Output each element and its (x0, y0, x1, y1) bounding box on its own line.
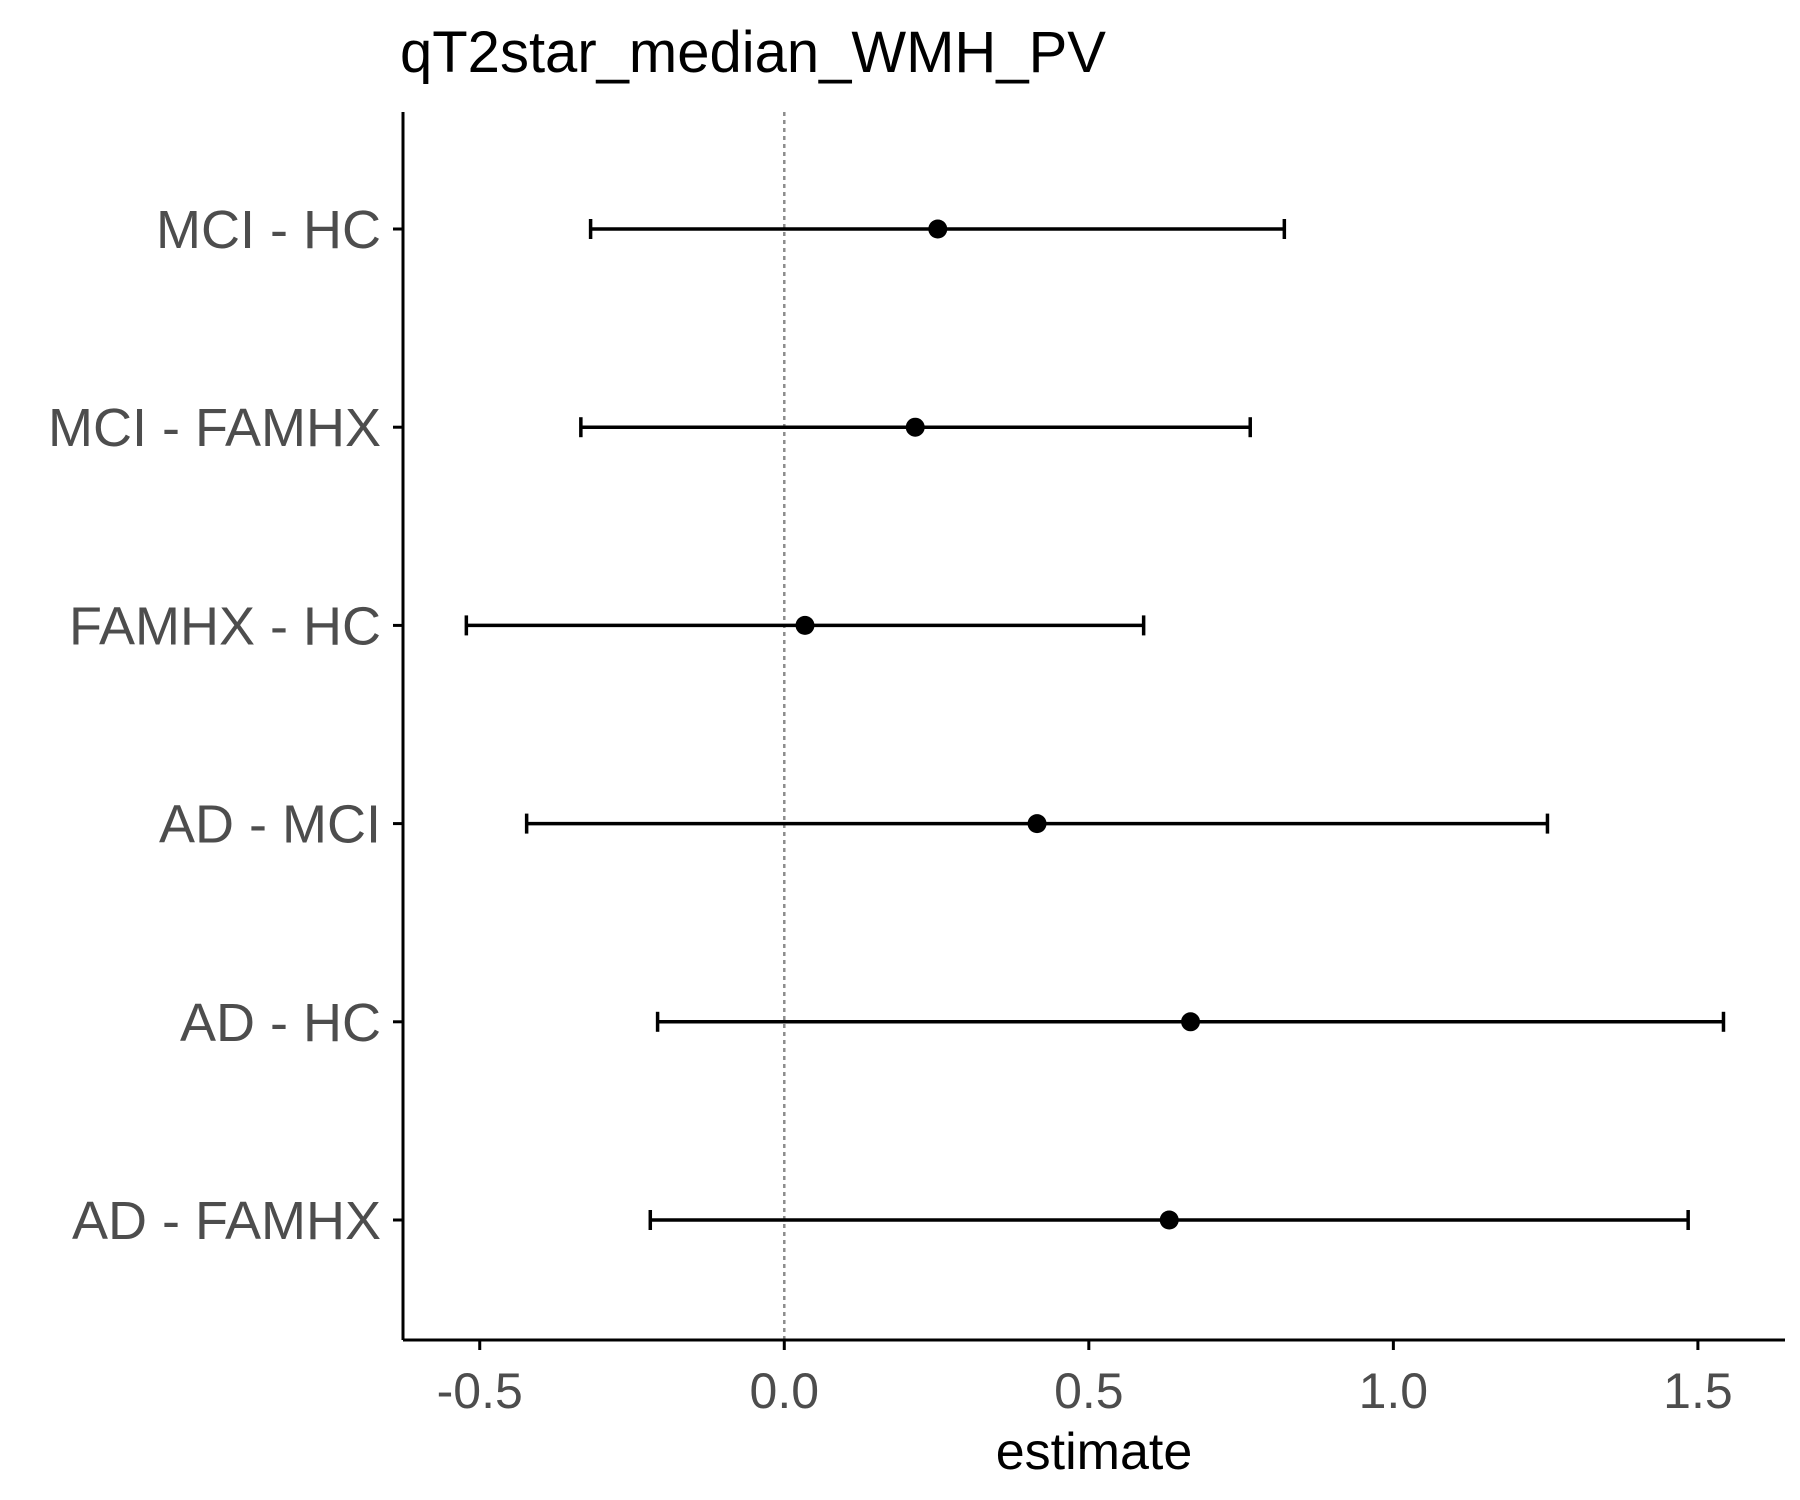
estimate-point (1181, 1012, 1201, 1032)
y-tick-label: MCI - HC (156, 200, 381, 260)
x-tick-label: -0.5 (437, 1363, 523, 1419)
x-tick-label: 1.0 (1359, 1363, 1429, 1419)
chart-title: qT2star_median_WMH_PV (400, 20, 1106, 85)
plot-area (464, 112, 1726, 1340)
y-tick-label: AD - HC (180, 993, 381, 1053)
estimate-point (905, 417, 925, 437)
y-tick-label: MCI - FAMHX (48, 398, 381, 458)
x-tick-label: 0.0 (750, 1363, 820, 1419)
estimate-point (1159, 1210, 1179, 1230)
estimate-point (795, 615, 815, 635)
y-axis: MCI - HC MCI - FAMHX FAMHX - HC AD - MCI AD … (48, 112, 405, 1340)
x-axis: -0.5 0.0 0.5 1.0 1.5 (403, 1338, 1785, 1419)
x-tick-label: 1.5 (1663, 1363, 1733, 1419)
estimate-point (1027, 814, 1047, 834)
y-tick-label: AD - MCI (159, 795, 381, 855)
x-tick-label: 0.5 (1054, 1363, 1124, 1419)
y-tick-label: FAMHX - HC (69, 596, 381, 656)
estimate-point (928, 219, 948, 239)
y-tick-label: AD - FAMHX (72, 1191, 381, 1251)
x-axis-title: estimate (996, 1423, 1193, 1481)
